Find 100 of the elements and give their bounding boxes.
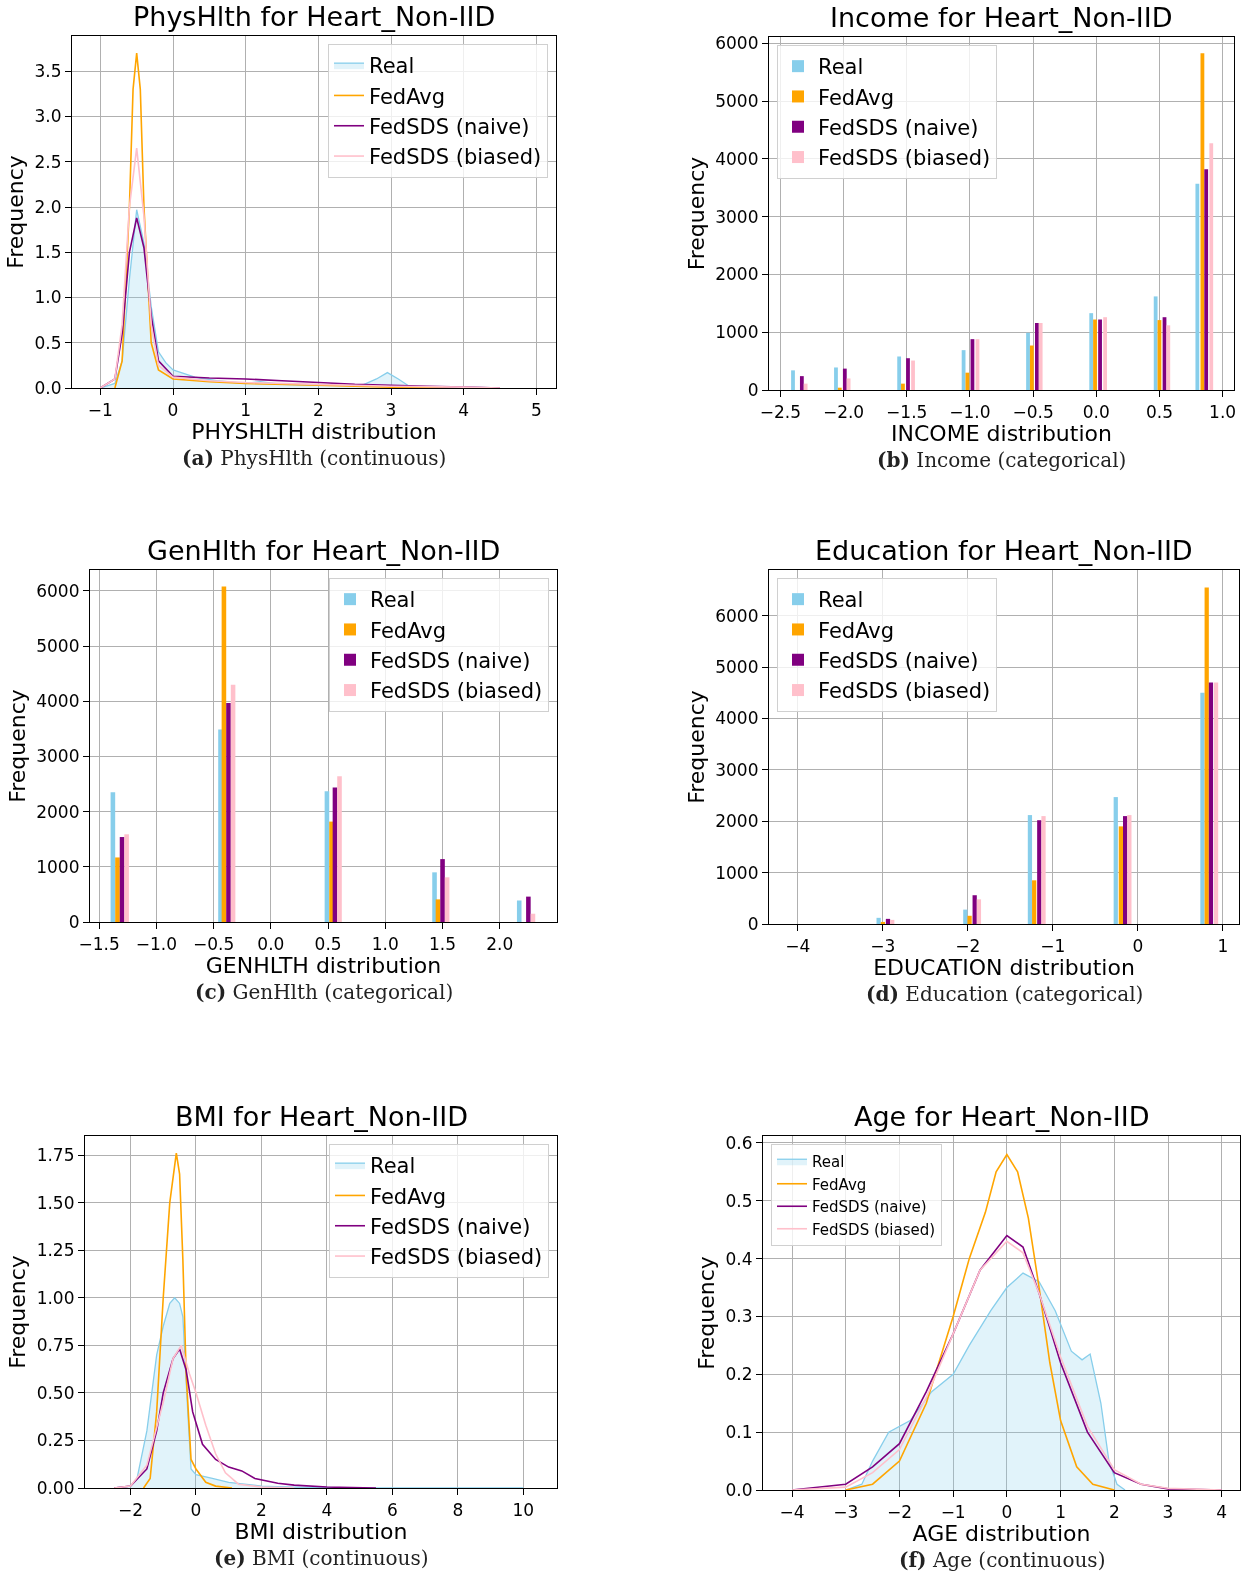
x-tick-label: 4 xyxy=(1216,1501,1228,1522)
x-tick-label: 1 xyxy=(1217,935,1229,956)
chart-title: Age for Heart_Non-IID xyxy=(854,1101,1150,1132)
y-tick-label: 1.25 xyxy=(36,1240,75,1261)
y-tick-label: 0.5 xyxy=(34,332,62,353)
y-tick-label: 3.5 xyxy=(34,61,62,82)
x-tick-label: 0.5 xyxy=(1145,401,1173,422)
bar xyxy=(124,834,129,922)
y-tick-label: 0.0 xyxy=(725,1479,753,1500)
bar xyxy=(1098,319,1102,390)
chart-title: Education for Heart_Non-IID xyxy=(815,535,1193,566)
legend-label: Real xyxy=(370,1154,416,1179)
legend-label: FedSDS (naive) xyxy=(818,648,979,673)
y-tick-label: 2000 xyxy=(715,264,759,285)
x-tick-label: 0.0 xyxy=(1082,401,1110,422)
y-axis-title: Frequency xyxy=(694,1256,720,1370)
x-tick-label: −1 xyxy=(1040,935,1066,956)
bar xyxy=(1089,313,1094,390)
legend-label: Real xyxy=(369,54,415,79)
x-tick-label: −2.0 xyxy=(822,401,865,422)
x-tick-label: −1.0 xyxy=(949,401,991,422)
bar xyxy=(1041,816,1046,924)
x-tick-label: −1.5 xyxy=(78,933,120,954)
x-tick-label: 4 xyxy=(321,1499,333,1520)
x-tick-label: −1.5 xyxy=(886,401,928,422)
bar xyxy=(911,360,915,390)
y-tick-label: 0 xyxy=(747,913,759,934)
y-tick-label: 2000 xyxy=(36,801,80,822)
chart-title: BMI for Heart_Non-IID xyxy=(175,1101,469,1132)
text: (e) BMI (continuous) xyxy=(214,1546,429,1570)
bar xyxy=(337,776,342,922)
y-tick-label: 0.0 xyxy=(34,377,62,398)
bar xyxy=(803,383,808,390)
x-tick-label: 3 xyxy=(385,399,397,420)
y-tick-label: 1.0 xyxy=(34,287,62,308)
bar xyxy=(1118,826,1123,924)
bar xyxy=(115,857,120,922)
y-tick-label: 3.0 xyxy=(34,106,62,127)
text: (b) Income (categorical) xyxy=(877,448,1127,472)
legend-label: FedAvg xyxy=(812,1175,867,1194)
bar xyxy=(226,702,231,922)
x-tick-label: 3 xyxy=(1162,1501,1174,1522)
legend-label: FedSDS (naive) xyxy=(370,648,531,673)
y-tick-label: 1000 xyxy=(36,856,80,877)
bar xyxy=(1153,296,1158,390)
legend-label: FedAvg xyxy=(370,618,447,643)
x-tick-label: 0 xyxy=(167,399,179,420)
x-tick-label: −1 xyxy=(940,1501,966,1522)
x-tick-label: 2.0 xyxy=(486,933,514,954)
text: (f) Age (continuous) xyxy=(899,1548,1106,1572)
bar xyxy=(1200,692,1205,924)
x-axis-title: AGE distribution xyxy=(912,1521,1091,1547)
bar xyxy=(885,918,891,924)
bar xyxy=(842,368,847,390)
bar xyxy=(1029,345,1034,390)
y-tick-label: 0.3 xyxy=(725,1306,753,1327)
bar xyxy=(890,919,895,924)
bar xyxy=(1213,682,1219,924)
legend-label: Real xyxy=(818,588,864,613)
legend-label: Real xyxy=(818,55,864,80)
bar xyxy=(1209,143,1214,390)
y-tick-label: 5000 xyxy=(36,636,80,657)
y-tick-label: 6000 xyxy=(715,605,759,626)
bar xyxy=(897,356,902,390)
bar xyxy=(1204,169,1209,390)
line-series xyxy=(113,1344,295,1488)
line-series xyxy=(142,1152,233,1488)
bar xyxy=(1166,325,1171,390)
y-tick-label: 0.00 xyxy=(36,1477,75,1498)
bar xyxy=(432,872,437,922)
chart-title: Income for Heart_Non-IID xyxy=(830,2,1173,33)
y-tick-label: 0.4 xyxy=(725,1248,753,1269)
bar xyxy=(1027,815,1033,924)
bar xyxy=(1195,183,1200,390)
x-tick-label: 5 xyxy=(530,399,542,420)
y-tick-label: 0 xyxy=(68,911,80,932)
legend-label: FedSDS (biased) xyxy=(369,145,542,170)
bar xyxy=(901,383,905,390)
x-tick-label: −2 xyxy=(886,1501,912,1522)
y-tick-label: 4000 xyxy=(36,691,80,712)
x-tick-label: −2.5 xyxy=(759,401,802,422)
x-tick-label: 8 xyxy=(452,1499,464,1520)
bar xyxy=(1032,880,1037,924)
legend-label: FedSDS (biased) xyxy=(818,146,991,171)
x-tick-label: 1 xyxy=(1055,1501,1066,1522)
bar xyxy=(799,376,804,390)
bar xyxy=(1122,816,1128,924)
y-tick-label: 0.5 xyxy=(725,1190,753,1211)
y-tick-label: 5000 xyxy=(715,657,759,678)
x-tick-label: 4 xyxy=(458,399,470,420)
x-axis-title: GENHLTH distribution xyxy=(205,953,442,979)
text: (c) GenHlth (categorical) xyxy=(195,980,454,1004)
y-tick-label: 2000 xyxy=(715,811,759,832)
x-tick-label: 2 xyxy=(256,1499,267,1520)
x-tick-label: 2 xyxy=(1108,1501,1120,1522)
legend-label: FedAvg xyxy=(818,618,895,643)
text: (a) PhysHlth (continuous) xyxy=(182,446,447,470)
chart-title: PhysHlth for Heart_Non-IID xyxy=(133,1,496,32)
y-tick-label: 3000 xyxy=(715,759,759,780)
y-tick-label: 0 xyxy=(747,379,759,400)
